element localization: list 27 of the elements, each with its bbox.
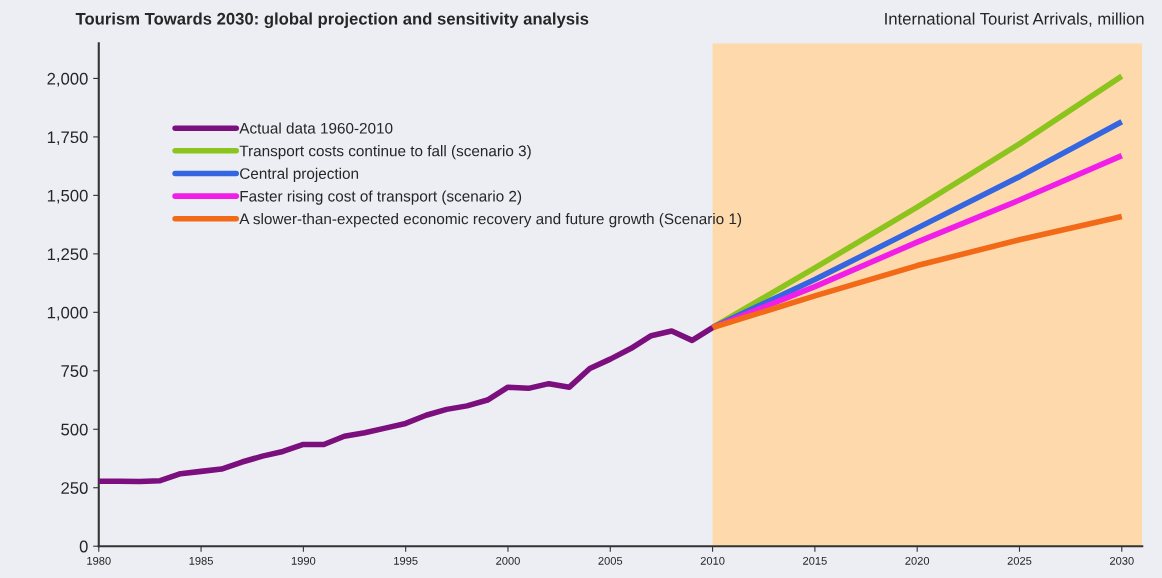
x-tick-label: 2025	[1007, 556, 1032, 565]
y-tick-label: 2,000	[47, 72, 88, 87]
y-tick-label: 250	[61, 482, 88, 494]
x-tick-label: 2010	[700, 556, 725, 565]
legend-label: Actual data 1960-2010	[239, 122, 393, 134]
chart-title: Tourism Towards 2030: global projection and sensitivity analysis	[75, 12, 589, 29]
legend-label: Transport costs continue to fall (scenario 3)	[239, 145, 531, 160]
y-tick-label: 1,250	[47, 248, 88, 263]
y-tick-label: 1,750	[47, 131, 88, 146]
legend-label: A slower-than-expected economic recovery and future growth (Scenario 1)	[239, 213, 742, 228]
x-tick-label: 2020	[905, 556, 930, 565]
y-tick-label: 750	[61, 365, 88, 377]
x-tick-label: 1995	[394, 556, 418, 565]
x-tick-label: 2015	[803, 556, 827, 565]
x-tick-label: 2005	[598, 556, 623, 565]
x-tick-label: 1990	[291, 556, 316, 565]
x-tick-label: 1980	[87, 556, 111, 565]
y-tick-label: 500	[61, 423, 88, 436]
y-tick-label: 1,000	[47, 306, 88, 321]
x-tick-label: 2000	[496, 556, 520, 565]
x-tick-label: 1985	[189, 556, 213, 565]
x-tick-label: 2030	[1109, 556, 1134, 565]
legend-label: Central projection	[240, 167, 359, 182]
legend-label: Faster rising cost of transport (scenario 2)	[240, 190, 522, 205]
y-tick-label: 1,500	[47, 189, 88, 204]
y-axis-title: International Tourist Arrivals, million	[885, 12, 1144, 27]
y-tick-label: 0	[79, 540, 88, 553]
